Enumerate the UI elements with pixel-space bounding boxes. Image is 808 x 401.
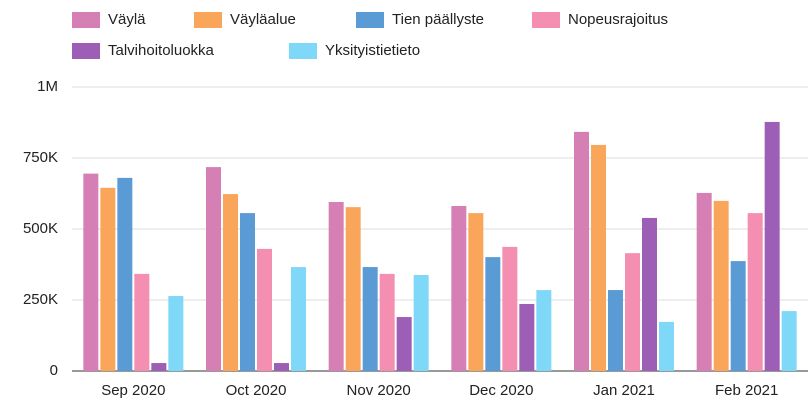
bar	[781, 311, 797, 371]
bar	[223, 194, 238, 371]
bar	[413, 275, 429, 371]
bar	[519, 303, 535, 371]
legend-swatch	[289, 43, 317, 59]
bar	[362, 267, 378, 371]
bar	[536, 290, 552, 371]
bar	[730, 261, 746, 371]
bar	[396, 317, 412, 371]
bar	[100, 187, 116, 371]
x-tick-label: Oct 2020	[226, 382, 287, 399]
bar	[485, 257, 501, 371]
x-tick-label: Dec 2020	[469, 382, 533, 399]
bar	[764, 121, 780, 371]
legend-swatch	[72, 12, 100, 28]
bar	[83, 173, 99, 371]
x-tick-label: Feb 2021	[715, 382, 778, 399]
y-tick-label: 500K	[23, 220, 58, 237]
bar	[591, 144, 606, 371]
legend-swatch	[532, 12, 560, 28]
bar	[451, 205, 467, 371]
bar	[206, 167, 221, 371]
y-tick-label: 0	[50, 362, 58, 379]
bar	[574, 131, 589, 371]
bar	[696, 192, 712, 371]
legend-label: Nopeusrajoitus	[568, 11, 668, 28]
bar	[134, 273, 150, 371]
bar	[117, 177, 133, 371]
bar	[502, 246, 518, 371]
legend-label: Tien päällyste	[392, 11, 484, 28]
legend-swatch	[356, 12, 384, 28]
bar	[168, 296, 184, 371]
legend-label: Väylä	[108, 11, 146, 28]
legend-label: Väyläalue	[230, 11, 296, 28]
bar	[747, 213, 763, 371]
bar	[379, 273, 395, 371]
bar	[274, 363, 289, 371]
x-tick-label: Jan 2021	[593, 382, 655, 399]
bar	[291, 267, 306, 371]
y-tick-label: 750K	[23, 149, 58, 166]
y-tick-label: 1M	[37, 78, 58, 95]
bar	[642, 217, 657, 371]
legend-label: Yksityistietieto	[325, 42, 420, 59]
x-tick-label: Nov 2020	[347, 382, 411, 399]
bar	[468, 213, 484, 371]
x-tick-label: Sep 2020	[101, 382, 165, 399]
bar	[345, 207, 361, 371]
bar	[713, 200, 729, 371]
legend-swatch	[194, 12, 222, 28]
bar	[625, 253, 640, 371]
bar	[257, 248, 272, 371]
y-tick-label: 250K	[23, 291, 58, 308]
legend-label: Talvihoitoluokka	[108, 42, 215, 59]
bar	[659, 321, 674, 371]
bar	[328, 202, 344, 371]
bar	[608, 290, 623, 371]
bar	[240, 213, 255, 371]
legend-swatch	[72, 43, 100, 59]
bar	[151, 363, 167, 371]
